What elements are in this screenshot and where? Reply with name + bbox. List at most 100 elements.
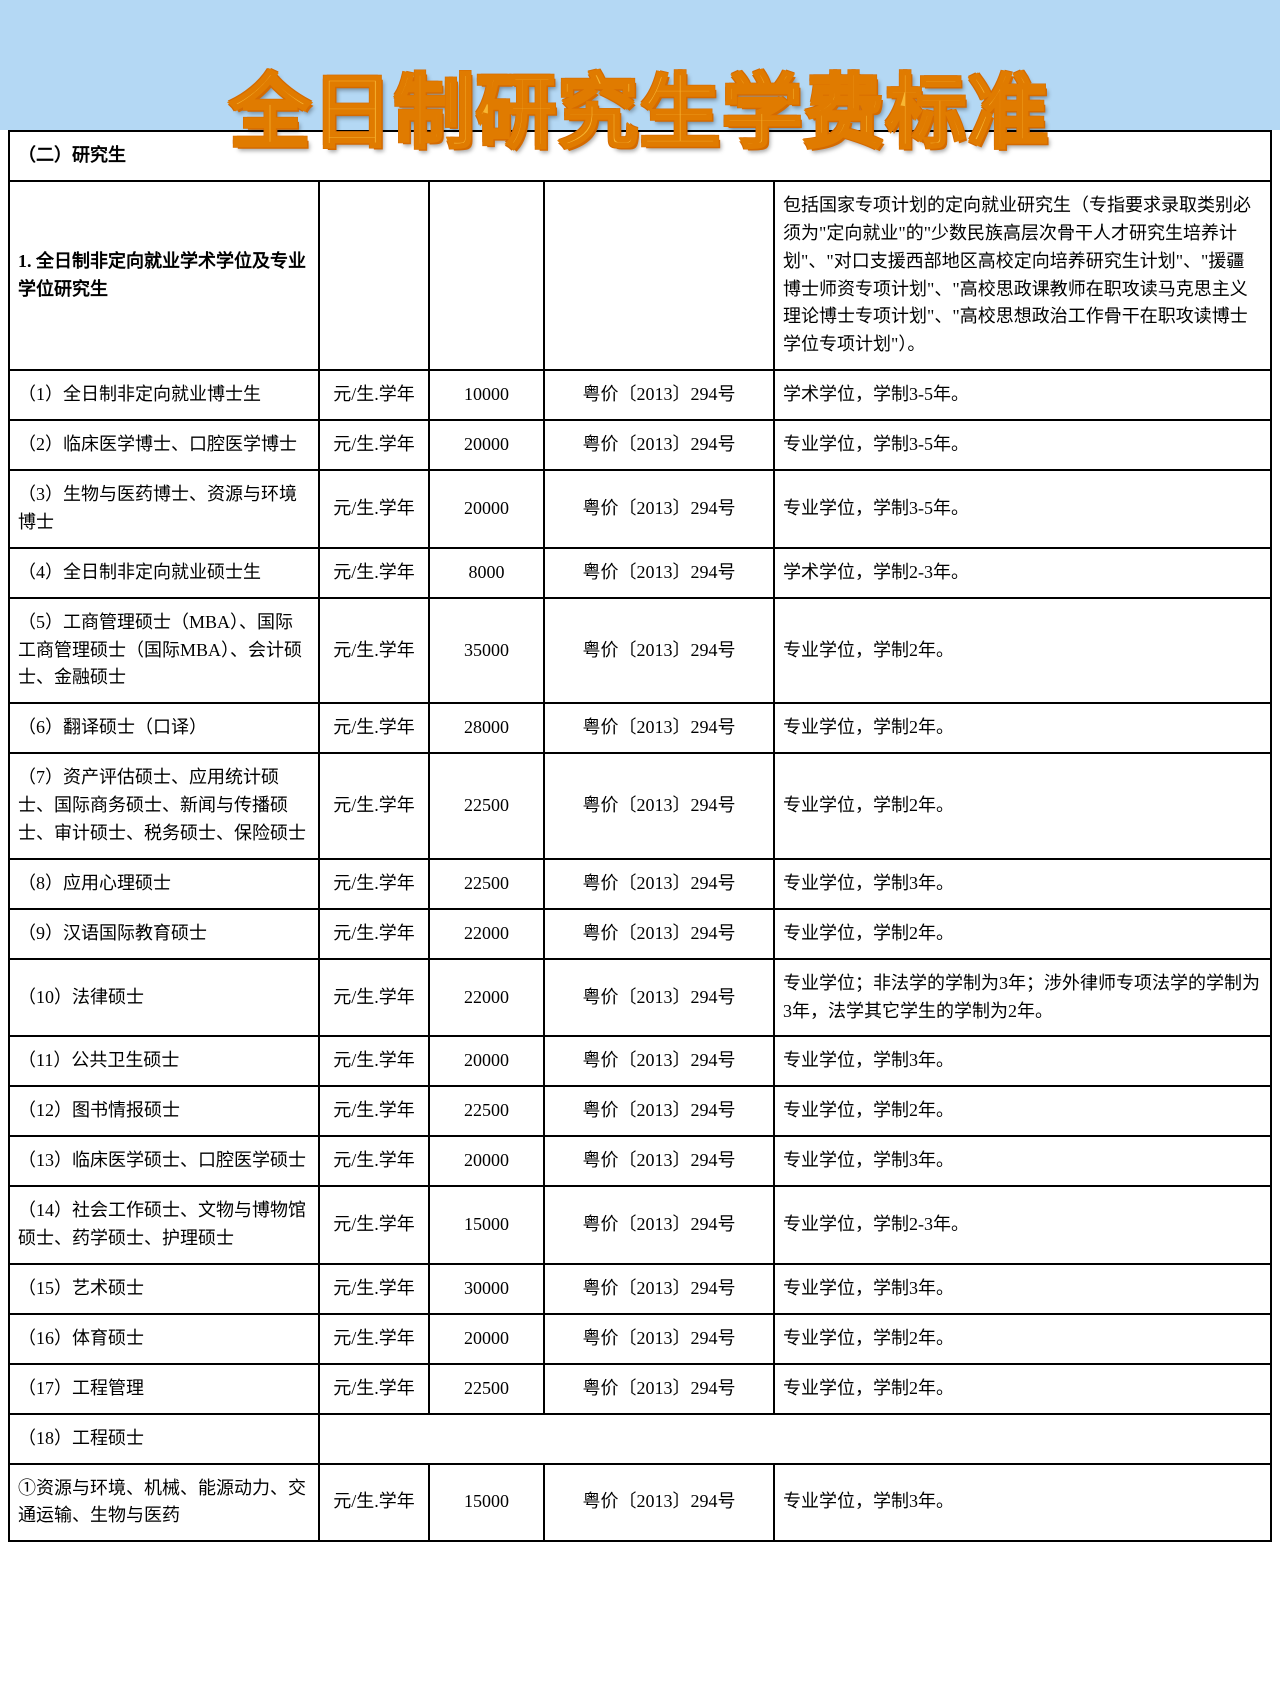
- unit-cell: 元/生.学年: [319, 909, 429, 959]
- table-row: （8）应用心理硕士元/生.学年22500粤价〔2013〕294号专业学位，学制3…: [9, 859, 1271, 909]
- table-row: （12）图书情报硕士元/生.学年22500粤价〔2013〕294号专业学位，学制…: [9, 1086, 1271, 1136]
- unit-cell: 元/生.学年: [319, 1314, 429, 1364]
- unit-cell: 元/生.学年: [319, 1136, 429, 1186]
- amount-cell: 22500: [429, 859, 544, 909]
- unit-cell: 元/生.学年: [319, 959, 429, 1037]
- table-row: （2）临床医学博士、口腔医学博士元/生.学年20000粤价〔2013〕294号专…: [9, 420, 1271, 470]
- table-row: （17）工程管理元/生.学年22500粤价〔2013〕294号专业学位，学制2年…: [9, 1364, 1271, 1414]
- note-cell: 学术学位，学制3-5年。: [774, 370, 1271, 420]
- note-cell: 专业学位，学制3年。: [774, 1464, 1271, 1542]
- program-name-cell: （12）图书情报硕士: [9, 1086, 319, 1136]
- table-row: （7）资产评估硕士、应用统计硕士、国际商务硕士、新闻与传播硕士、审计硕士、税务硕…: [9, 753, 1271, 859]
- note-cell: 专业学位，学制3年。: [774, 859, 1271, 909]
- unit-cell: 元/生.学年: [319, 420, 429, 470]
- table-row: （4）全日制非定向就业硕士生元/生.学年8000粤价〔2013〕294号学术学位…: [9, 548, 1271, 598]
- amount-cell: 35000: [429, 598, 544, 704]
- empty-span-cell: [319, 1414, 1271, 1464]
- table-row: （18）工程硕士: [9, 1414, 1271, 1464]
- group-header-row: 1. 全日制非定向就业学术学位及专业学位研究生 包括国家专项计划的定向就业研究生…: [9, 181, 1271, 370]
- program-name-cell: （18）工程硕士: [9, 1414, 319, 1464]
- note-cell: 专业学位，学制2年。: [774, 909, 1271, 959]
- amount-cell: 30000: [429, 1264, 544, 1314]
- note-cell: 专业学位，学制2年。: [774, 1086, 1271, 1136]
- program-name-cell: （7）资产评估硕士、应用统计硕士、国际商务硕士、新闻与传播硕士、审计硕士、税务硕…: [9, 753, 319, 859]
- amount-cell: 8000: [429, 548, 544, 598]
- table-row: （11）公共卫生硕士元/生.学年20000粤价〔2013〕294号专业学位，学制…: [9, 1036, 1271, 1086]
- docref-cell: 粤价〔2013〕294号: [544, 1036, 774, 1086]
- note-cell: 专业学位，学制2年。: [774, 703, 1271, 753]
- page-wrap: （二）研究生 1. 全日制非定向就业学术学位及专业学位研究生 包括国家专项计划的…: [0, 130, 1280, 1550]
- amount-cell: 20000: [429, 470, 544, 548]
- docref-cell: 粤价〔2013〕294号: [544, 1264, 774, 1314]
- note-cell: 专业学位，学制2-3年。: [774, 1186, 1271, 1264]
- group-header-cell: 1. 全日制非定向就业学术学位及专业学位研究生: [9, 181, 319, 370]
- docref-cell: 粤价〔2013〕294号: [544, 1136, 774, 1186]
- program-name-cell: （8）应用心理硕士: [9, 859, 319, 909]
- amount-cell: 22500: [429, 753, 544, 859]
- table-row: （10）法律硕士元/生.学年22000粤价〔2013〕294号专业学位；非法学的…: [9, 959, 1271, 1037]
- docref-cell: 粤价〔2013〕294号: [544, 548, 774, 598]
- unit-cell: 元/生.学年: [319, 859, 429, 909]
- empty-cell: [544, 181, 774, 370]
- table-row: （14）社会工作硕士、文物与博物馆硕士、药学硕士、护理硕士元/生.学年15000…: [9, 1186, 1271, 1264]
- table-row: （1）全日制非定向就业博士生元/生.学年10000粤价〔2013〕294号学术学…: [9, 370, 1271, 420]
- header-band: 全日制研究生学费标准: [0, 0, 1280, 130]
- note-cell: 专业学位，学制3年。: [774, 1036, 1271, 1086]
- program-name-cell: （16）体育硕士: [9, 1314, 319, 1364]
- unit-cell: 元/生.学年: [319, 548, 429, 598]
- program-name-cell: （5）工商管理硕士（MBA）、国际工商管理硕士（国际MBA）、会计硕士、金融硕士: [9, 598, 319, 704]
- program-name-cell: （13）临床医学硕士、口腔医学硕士: [9, 1136, 319, 1186]
- amount-cell: 10000: [429, 370, 544, 420]
- amount-cell: 20000: [429, 1136, 544, 1186]
- docref-cell: 粤价〔2013〕294号: [544, 1186, 774, 1264]
- docref-cell: 粤价〔2013〕294号: [544, 859, 774, 909]
- amount-cell: 22000: [429, 959, 544, 1037]
- unit-cell: 元/生.学年: [319, 370, 429, 420]
- program-name-cell: （15）艺术硕士: [9, 1264, 319, 1314]
- amount-cell: 20000: [429, 1314, 544, 1364]
- note-cell: 专业学位，学制2年。: [774, 1314, 1271, 1364]
- unit-cell: 元/生.学年: [319, 1186, 429, 1264]
- unit-cell: 元/生.学年: [319, 1086, 429, 1136]
- note-cell: 专业学位，学制2年。: [774, 1364, 1271, 1414]
- table-row: （16）体育硕士元/生.学年20000粤价〔2013〕294号专业学位，学制2年…: [9, 1314, 1271, 1364]
- docref-cell: 粤价〔2013〕294号: [544, 703, 774, 753]
- amount-cell: 22000: [429, 909, 544, 959]
- program-name-cell: （11）公共卫生硕士: [9, 1036, 319, 1086]
- unit-cell: 元/生.学年: [319, 703, 429, 753]
- table-row: （6）翻译硕士（口译）元/生.学年28000粤价〔2013〕294号专业学位，学…: [9, 703, 1271, 753]
- program-name-cell: （14）社会工作硕士、文物与博物馆硕士、药学硕士、护理硕士: [9, 1186, 319, 1264]
- docref-cell: 粤价〔2013〕294号: [544, 370, 774, 420]
- amount-cell: 15000: [429, 1186, 544, 1264]
- note-cell: 专业学位；非法学的学制为3年；涉外律师专项法学的学制为3年，法学其它学生的学制为…: [774, 959, 1271, 1037]
- empty-cell: [429, 181, 544, 370]
- note-cell: 学术学位，学制2-3年。: [774, 548, 1271, 598]
- docref-cell: 粤价〔2013〕294号: [544, 1314, 774, 1364]
- amount-cell: 20000: [429, 420, 544, 470]
- amount-cell: 22500: [429, 1086, 544, 1136]
- unit-cell: 元/生.学年: [319, 1036, 429, 1086]
- unit-cell: 元/生.学年: [319, 1464, 429, 1542]
- program-name-cell: （17）工程管理: [9, 1364, 319, 1414]
- docref-cell: 粤价〔2013〕294号: [544, 470, 774, 548]
- amount-cell: 28000: [429, 703, 544, 753]
- table-row: （3）生物与医药博士、资源与环境博士元/生.学年20000粤价〔2013〕294…: [9, 470, 1271, 548]
- unit-cell: 元/生.学年: [319, 1364, 429, 1414]
- note-cell: 专业学位，学制3年。: [774, 1136, 1271, 1186]
- table-row: （13）临床医学硕士、口腔医学硕士元/生.学年20000粤价〔2013〕294号…: [9, 1136, 1271, 1186]
- program-name-cell: （4）全日制非定向就业硕士生: [9, 548, 319, 598]
- program-name-cell: ①资源与环境、机械、能源动力、交通运输、生物与医药: [9, 1464, 319, 1542]
- note-cell: 专业学位，学制3年。: [774, 1264, 1271, 1314]
- fee-table: （二）研究生 1. 全日制非定向就业学术学位及专业学位研究生 包括国家专项计划的…: [8, 130, 1272, 1542]
- program-name-cell: （6）翻译硕士（口译）: [9, 703, 319, 753]
- amount-cell: 22500: [429, 1364, 544, 1414]
- amount-cell: 15000: [429, 1464, 544, 1542]
- docref-cell: 粤价〔2013〕294号: [544, 959, 774, 1037]
- unit-cell: 元/生.学年: [319, 598, 429, 704]
- program-name-cell: （10）法律硕士: [9, 959, 319, 1037]
- program-name-cell: （1）全日制非定向就业博士生: [9, 370, 319, 420]
- docref-cell: 粤价〔2013〕294号: [544, 909, 774, 959]
- empty-cell: [319, 181, 429, 370]
- program-name-cell: （2）临床医学博士、口腔医学博士: [9, 420, 319, 470]
- docref-cell: 粤价〔2013〕294号: [544, 1364, 774, 1414]
